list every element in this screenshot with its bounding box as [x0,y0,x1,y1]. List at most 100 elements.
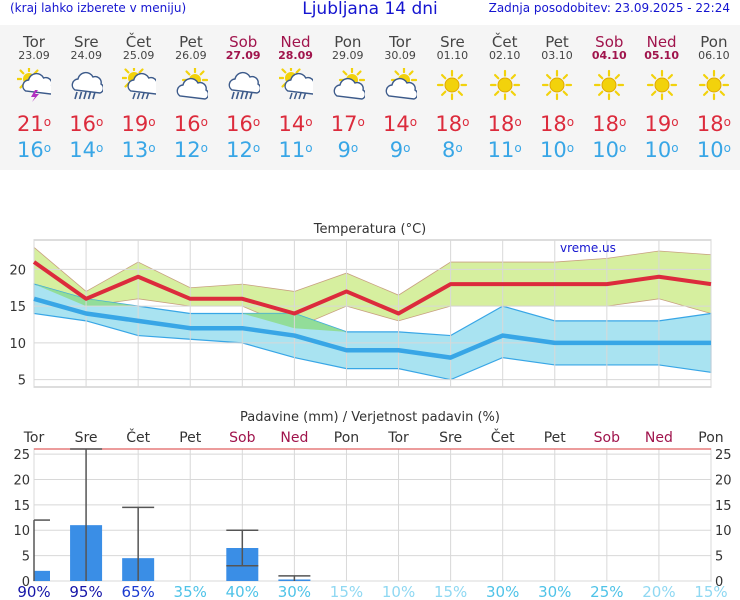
day-column: Tor 23.09 21o 16o [8,25,60,164]
temp-max: 18o [592,112,627,136]
day-column: Pon 06.10 18o 10o [688,25,740,164]
daily-forecast-strip: Tor 23.09 21o 16o Sre 24.09 16o 14o Čet 25.09 19o 1… [0,25,740,170]
y-tick-label-left: 5 [22,550,30,565]
x-tick-label: Sob [594,430,620,446]
temperature-chart: Temperatura (°C) 5 10 15 20 vreme.us [9,222,712,389]
precip-probability: 15% [434,583,467,600]
temp-min: 9o [337,138,359,162]
day-name: Pon [700,33,728,51]
y-tick-label: 20 [9,263,26,278]
sun-icon [489,69,520,101]
y-tick-label-right: 10 [715,524,732,539]
precip-probability: 65% [121,583,154,600]
day-name: Čet [125,33,152,51]
x-tick-label: Čet [126,428,150,446]
day-name: Ned [646,33,677,51]
precip-probability: 20% [642,583,675,600]
sun-cloud-rain-icon [120,64,160,100]
x-tick-label: Čet [491,428,515,446]
x-tick-label: Sob [229,430,255,446]
day-date: 30.09 [384,49,416,62]
y-tick-label: 15 [9,300,26,315]
day-date: 05.10 [644,49,679,62]
temp-min: 10o [644,138,679,162]
last-updated: Zadnja posodobitev: 23.09.2025 - 22:24 [488,1,730,15]
day-date: 04.10 [591,49,627,62]
precip-probability: 30% [278,583,311,600]
day-column: Sob 27.09 16o 12o [217,25,269,164]
precip-probability: 15% [694,583,727,600]
temp-max: 19o [644,112,679,136]
sun-icon [541,69,573,101]
cloud-rain-icon [71,71,105,100]
day-name: Sre [74,33,99,51]
precip-probability: 15% [330,583,363,600]
partly-cloudy-icon [385,66,419,100]
partly-cloudy-icon [176,66,209,100]
day-column: Sob 04.10 18o 10o [583,25,635,164]
temp-min: 12o [173,138,208,162]
precip-probability: 95% [69,583,102,600]
day-date: 26.09 [175,49,207,62]
day-name: Čet [491,33,518,51]
precip-bar [34,570,50,581]
sun-icon [646,69,677,101]
day-date: 06.10 [698,49,730,62]
x-tick-label: Sre [75,430,98,446]
location-menu-hint[interactable]: (kraj lahko izberete v meniju) [10,1,187,15]
temp-min: 10o [539,138,575,162]
temp-max: 17o [330,112,365,136]
day-name: Tor [389,33,412,51]
sun-icon [698,69,729,101]
temp-min: 13o [121,138,156,162]
precip-probability: 30% [538,583,571,600]
precip-probability: 90% [17,583,50,600]
day-name: Sob [595,33,624,51]
temp-max: 19o [121,112,156,136]
partly-cloudy-icon [333,66,366,100]
day-date: 27.09 [225,49,261,62]
day-column: Čet 25.09 19o 13o [113,25,165,164]
day-date: 29.09 [332,49,364,62]
day-name: Pon [334,33,362,51]
x-tick-label: Ned [645,430,673,446]
x-tick-label: Tor [23,430,45,446]
day-column: Pon 29.09 17o 9o [322,25,374,164]
day-date: 23.09 [18,49,50,62]
watermark: vreme.us [560,241,616,255]
temp-min: 8o [442,138,463,162]
y-tick-label-right: 0 [715,575,723,590]
y-tick-label: 10 [9,337,26,352]
day-name: Sre [440,33,465,51]
temp-max: 16o [173,112,208,136]
temp-max: 18o [539,112,575,136]
day-column: Tor 30.09 14o 9o [374,25,426,164]
x-tick-label: Sre [439,430,462,446]
temp-max: 14o [383,112,418,136]
x-tick-label: Pet [179,430,202,446]
temp-min: 12o [226,138,261,162]
day-date: 02.10 [488,49,521,62]
day-column: Sre 24.09 16o 14o [60,25,112,164]
day-name: Pet [179,33,203,51]
x-tick-label: Tor [387,430,409,446]
temp-min: 16o [16,138,52,162]
precip-probability: 25% [590,583,623,600]
day-column: Pet 03.10 18o 10o [531,25,583,164]
tmax-series-line [32,260,712,316]
day-column: Sre 01.10 18o 8o [426,25,478,164]
precip-probability: 35% [174,583,207,600]
y-tick-label-right: 15 [715,499,732,514]
sun-icon [437,69,468,101]
y-tick-label-left: 0 [22,575,30,590]
precip-probability: 30% [486,583,519,600]
y-tick-label-right: 20 [715,473,732,488]
day-column: Pet 26.09 16o 12o [165,25,217,164]
temp-min: 9o [389,138,411,162]
y-tick-label-left: 15 [13,499,30,514]
day-name: Ned [280,33,311,51]
y-tick-label-right: 5 [715,550,723,565]
temp-max: 18o [435,112,470,136]
sun-icon [594,69,625,101]
sun-cloud-rain-icon [277,64,317,100]
